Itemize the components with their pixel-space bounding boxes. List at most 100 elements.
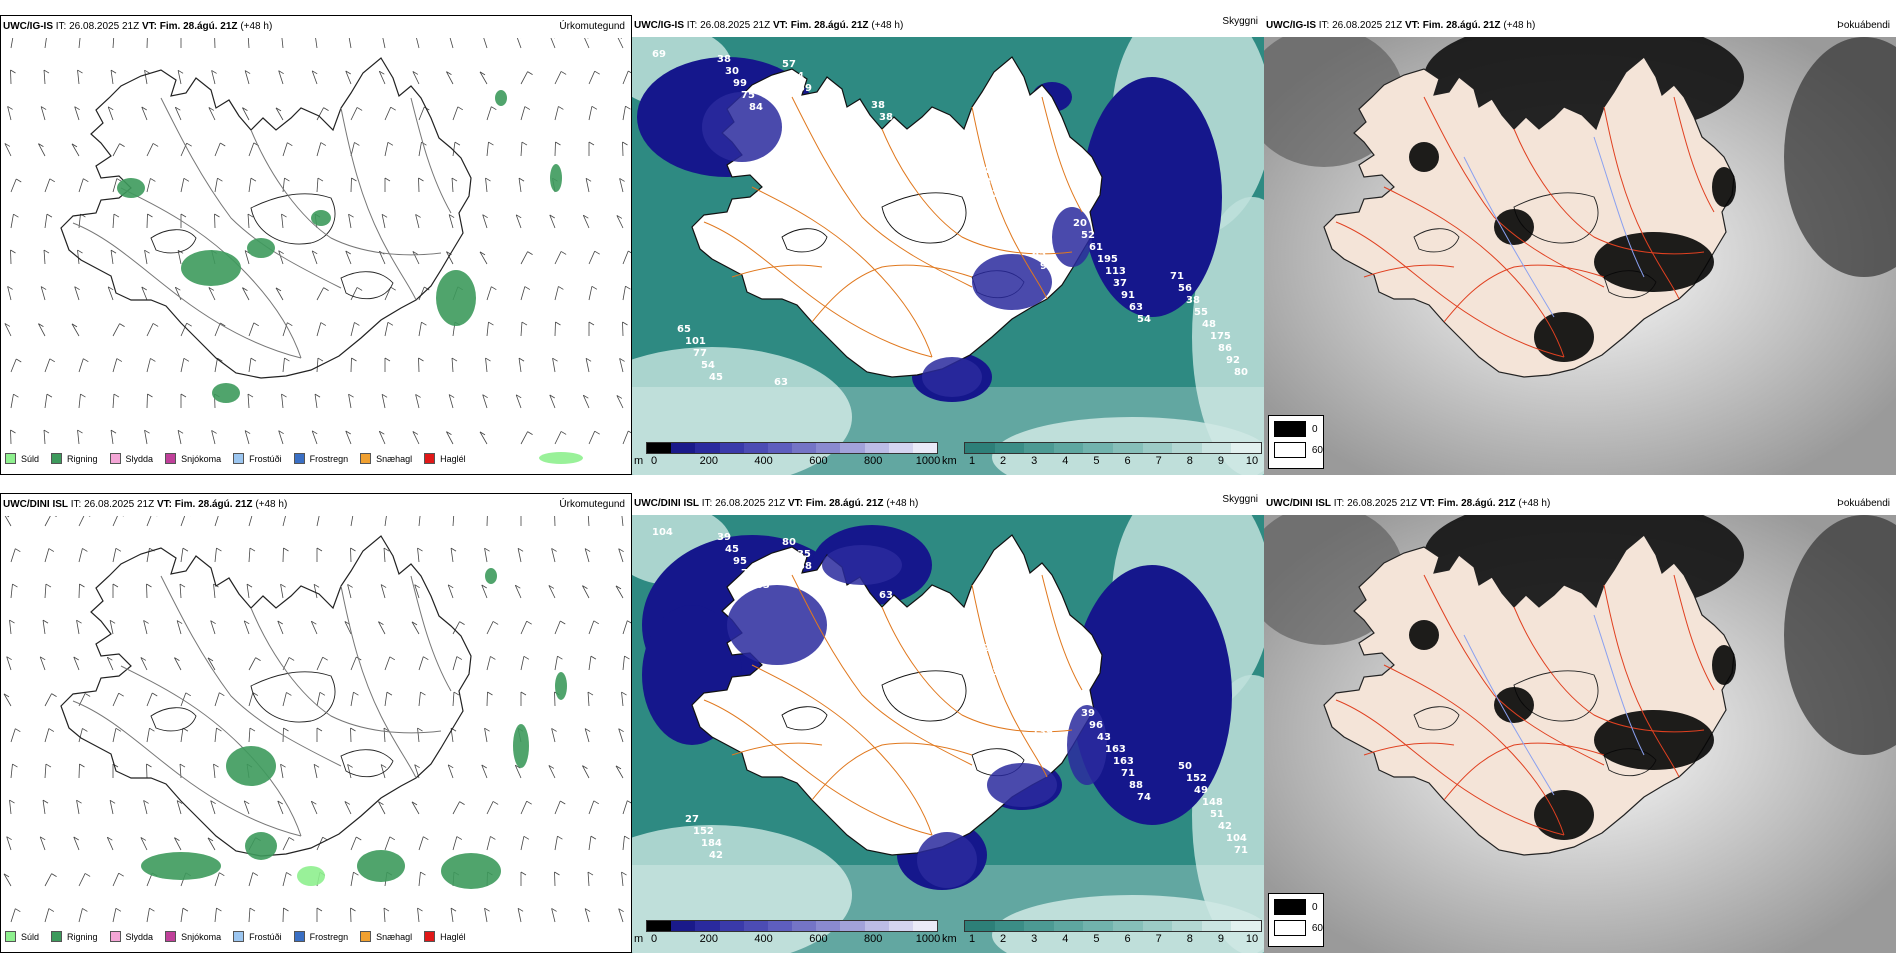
colorbar-tick: 200 bbox=[700, 455, 718, 467]
visibility-number: 50 bbox=[806, 573, 820, 584]
visibility-number: 135 bbox=[790, 549, 811, 560]
visibility-number: 195 bbox=[1097, 254, 1118, 265]
visibility-number: 42 bbox=[911, 160, 925, 171]
visibility-number: 69 bbox=[846, 155, 860, 166]
legend-item: Slydda bbox=[110, 453, 154, 464]
legend-item: Súld bbox=[5, 453, 39, 464]
valid-time: VT: Fim. 28.ágú. 21Z bbox=[788, 498, 884, 509]
legend-swatch bbox=[233, 931, 244, 942]
colorbar-tick: 2 bbox=[1000, 455, 1006, 467]
visibility-number: 52 bbox=[1081, 230, 1095, 241]
visibility-number: 102 bbox=[927, 662, 948, 673]
colorbar-tick: 400 bbox=[754, 933, 772, 945]
panel-label: Úrkomutegund bbox=[559, 16, 625, 38]
colorbar-tick: 1000 bbox=[916, 455, 940, 467]
fog-legend-label: 0 bbox=[1312, 424, 1318, 435]
legend-label: Frostregn bbox=[310, 932, 349, 942]
legend-label: Frostúði bbox=[249, 932, 282, 942]
lead-time: (+48 h) bbox=[238, 21, 273, 32]
visibility-number: 83 bbox=[984, 177, 998, 188]
panel-title: UWC/DINI ISL IT: 26.08.2025 21Z VT: Fim.… bbox=[1264, 493, 1900, 515]
fog-legend-item: 0 bbox=[1274, 899, 1323, 915]
visibility-number: 55 bbox=[1194, 307, 1208, 318]
visibility-number: 76 bbox=[1040, 739, 1054, 750]
lead-time: (+48 h) bbox=[869, 20, 904, 31]
valid-time: VT: Fim. 28.ágú. 21Z bbox=[1420, 498, 1516, 509]
visibility-number: 91 bbox=[1024, 237, 1038, 248]
visibility-number: 91 bbox=[838, 143, 852, 154]
visibility-number: 77 bbox=[838, 621, 852, 632]
legend-swatch bbox=[51, 453, 62, 464]
visibility-number: 49 bbox=[903, 148, 917, 159]
visibility-number: 38 bbox=[871, 100, 885, 111]
visibility-number: 152 bbox=[1186, 773, 1207, 784]
visibility-number: 101 bbox=[685, 336, 706, 347]
visibility-number: 52 bbox=[895, 136, 909, 147]
valid-time: VT: Fim. 28.ágú. 21Z bbox=[157, 499, 253, 510]
visibility-number: 63 bbox=[1129, 302, 1143, 313]
colorbar-tick: 1000 bbox=[916, 933, 940, 945]
visibility-number: 160 bbox=[903, 626, 924, 637]
visibility-number: 48 bbox=[1202, 319, 1216, 330]
legend-swatch bbox=[5, 931, 16, 942]
colorbar-tick: 10 bbox=[1246, 455, 1258, 467]
visibility-number: 108 bbox=[984, 655, 1005, 666]
legend-item: Rigning bbox=[51, 453, 98, 464]
visibility-number: 38 bbox=[717, 54, 731, 65]
valid-time: VT: Fim. 28.ágú. 21Z bbox=[142, 21, 238, 32]
fog-legend-label: 60 bbox=[1312, 445, 1323, 456]
colorbar-tick: 4 bbox=[1062, 933, 1068, 945]
visibility-number: 58 bbox=[798, 561, 812, 572]
visibility-number: 65 bbox=[1032, 249, 1046, 260]
legend-item: Súld bbox=[5, 931, 39, 942]
colorbar-tick: 0 bbox=[651, 455, 657, 467]
visibility-number: 71 bbox=[1234, 845, 1248, 856]
colorbar-tick: 9 bbox=[1218, 455, 1224, 467]
visibility-number: 92 bbox=[1226, 355, 1240, 366]
wind-barbs bbox=[5, 38, 632, 444]
visibility-number: 24 bbox=[976, 165, 990, 176]
visibility-number: 163 bbox=[1105, 744, 1126, 755]
legend-item: Snæhagl bbox=[360, 931, 412, 942]
colorbar-tick: 7 bbox=[1156, 933, 1162, 945]
colorbar-tick: 5 bbox=[1093, 933, 1099, 945]
colorbar-tick: 1 bbox=[969, 455, 975, 467]
visibility-number: 12 bbox=[976, 643, 990, 654]
visibility-number: 38 bbox=[1016, 225, 1030, 236]
panel-precip-row1: UWC/IG-IS IT: 26.08.2025 21Z VT: Fim. 28… bbox=[0, 15, 632, 475]
precip-areas bbox=[117, 90, 583, 464]
visibility-number: 69 bbox=[652, 49, 666, 60]
valid-time: VT: Fim. 28.ágú. 21Z bbox=[773, 20, 869, 31]
visibility-number: 74 bbox=[1137, 792, 1151, 803]
visibility-number: 27 bbox=[685, 814, 699, 825]
colorbar-tick: 400 bbox=[754, 455, 772, 467]
fog-legend: 0 60 bbox=[1268, 415, 1324, 469]
visibility-number: 45 bbox=[709, 372, 723, 383]
model-name: UWC/IG-IS bbox=[1266, 20, 1316, 31]
lead-time: (+48 h) bbox=[884, 498, 919, 509]
legend-item: Snæhagl bbox=[360, 453, 412, 464]
visibility-number: 84 bbox=[790, 71, 804, 82]
fog-legend-item: 0 bbox=[1274, 421, 1323, 437]
visibility-number: 77 bbox=[693, 348, 707, 359]
colorbar-tick: 5 bbox=[1093, 455, 1099, 467]
fog-legend-item: 60 bbox=[1274, 442, 1323, 458]
visibility-number: 51 bbox=[1210, 809, 1224, 820]
visibility-number: 152 bbox=[693, 826, 714, 837]
legend-swatch bbox=[110, 931, 121, 942]
visibility-number: 158 bbox=[1016, 703, 1037, 714]
visibility-number: 54 bbox=[701, 360, 715, 371]
visibility-number: 42 bbox=[1218, 821, 1232, 832]
visibility-number: 20 bbox=[1073, 218, 1087, 229]
init-time: IT: 26.08.2025 21Z bbox=[53, 21, 142, 32]
init-time: IT: 26.08.2025 21Z bbox=[1316, 20, 1405, 31]
visibility-number: 95 bbox=[733, 556, 747, 567]
visibility-number: 80 bbox=[846, 633, 860, 644]
panel-visibility-row1: UWC/IG-IS IT: 26.08.2025 21Z VT: Fim. 28… bbox=[632, 15, 1264, 475]
panel-title: UWC/DINI ISL IT: 26.08.2025 21Z VT: Fim.… bbox=[632, 493, 1264, 515]
visibility-number: 57 bbox=[782, 59, 796, 70]
legend-item: Slydda bbox=[110, 931, 154, 942]
visibility-number: 78 bbox=[992, 189, 1006, 200]
legend-label: Haglél bbox=[440, 454, 466, 464]
